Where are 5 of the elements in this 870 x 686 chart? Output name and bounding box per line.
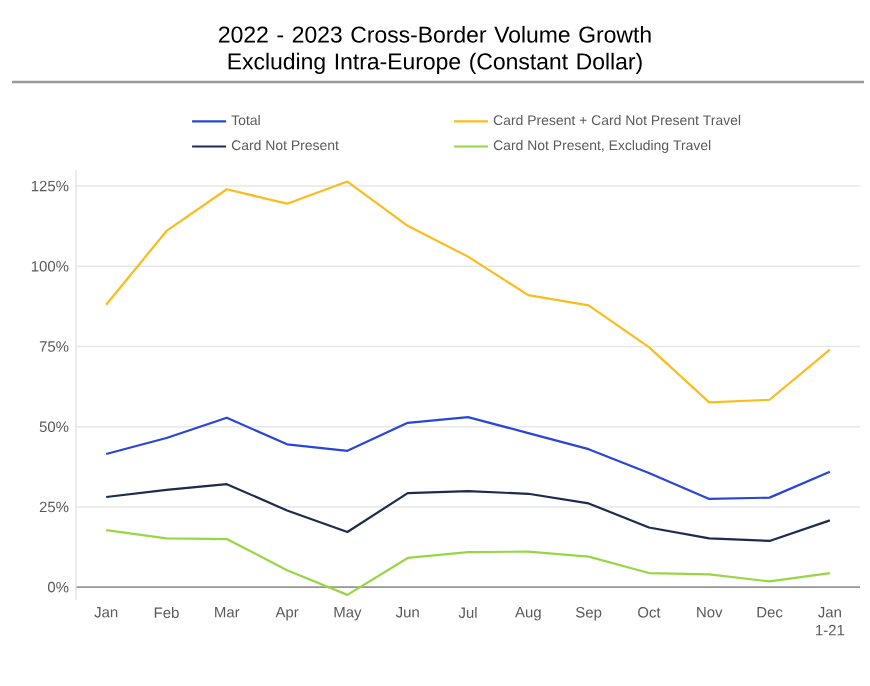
line-series [105,180,831,404]
chart-title: 2022 - 2023 Cross-Border Volume Growth Excluding Intra-Europe (Constant Dollar) [219,25,651,75]
line-series [105,528,831,596]
line-series [105,415,831,501]
line-series [105,483,831,543]
